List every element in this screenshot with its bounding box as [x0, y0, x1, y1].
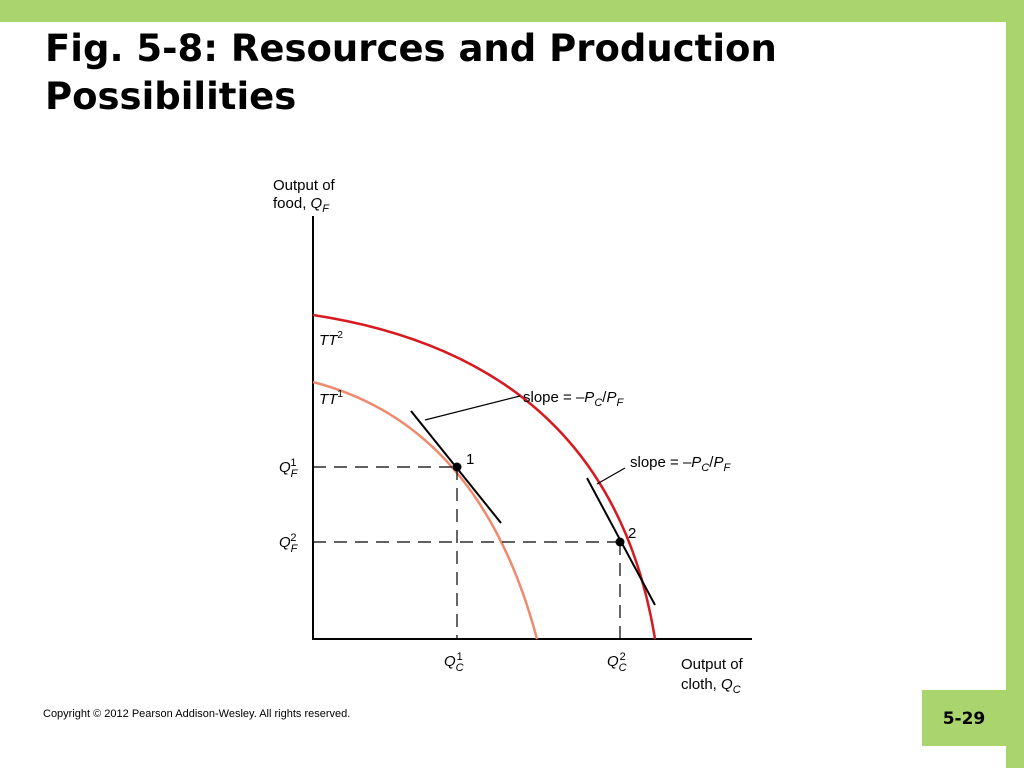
page-number-badge: 5-29 [922, 690, 1006, 746]
x-axis-label: Output of [681, 656, 744, 673]
copyright-notice: Copyright © 2012 Pearson Addison-Wesley.… [43, 708, 351, 720]
qf1-tick-label: QF1 [279, 457, 299, 480]
page-number: 5-29 [942, 709, 986, 729]
qf2-tick-label: QF2 [279, 532, 299, 555]
slope-leader-2 [596, 467, 626, 485]
slope-leader-1 [424, 395, 521, 421]
y-axis-label: Output of [273, 177, 336, 194]
slide-title: Fig. 5-8: Resources and Production Possi… [45, 27, 777, 118]
slope-label-2: slope = –PC/PF [630, 454, 731, 474]
qc2-tick-label: QC2 [607, 651, 627, 674]
x-axis-label-line2: cloth, QC [681, 676, 741, 696]
qc1-tick-label: QC1 [444, 651, 464, 674]
tt2-label: TT2 [319, 330, 343, 349]
point-2-label: 2 [628, 525, 636, 542]
point-1-marker [452, 462, 462, 472]
point-2-marker [615, 537, 625, 547]
slide-canvas [0, 22, 1006, 768]
tt2-curve [312, 313, 657, 640]
tt1-label: TT1 [319, 389, 343, 408]
slope-label-1: slope = –PC/PF [523, 389, 624, 409]
point-1-label: 1 [466, 451, 474, 468]
y-axis-label-line2: food, QF [273, 195, 330, 215]
tt1-curve [312, 380, 539, 640]
